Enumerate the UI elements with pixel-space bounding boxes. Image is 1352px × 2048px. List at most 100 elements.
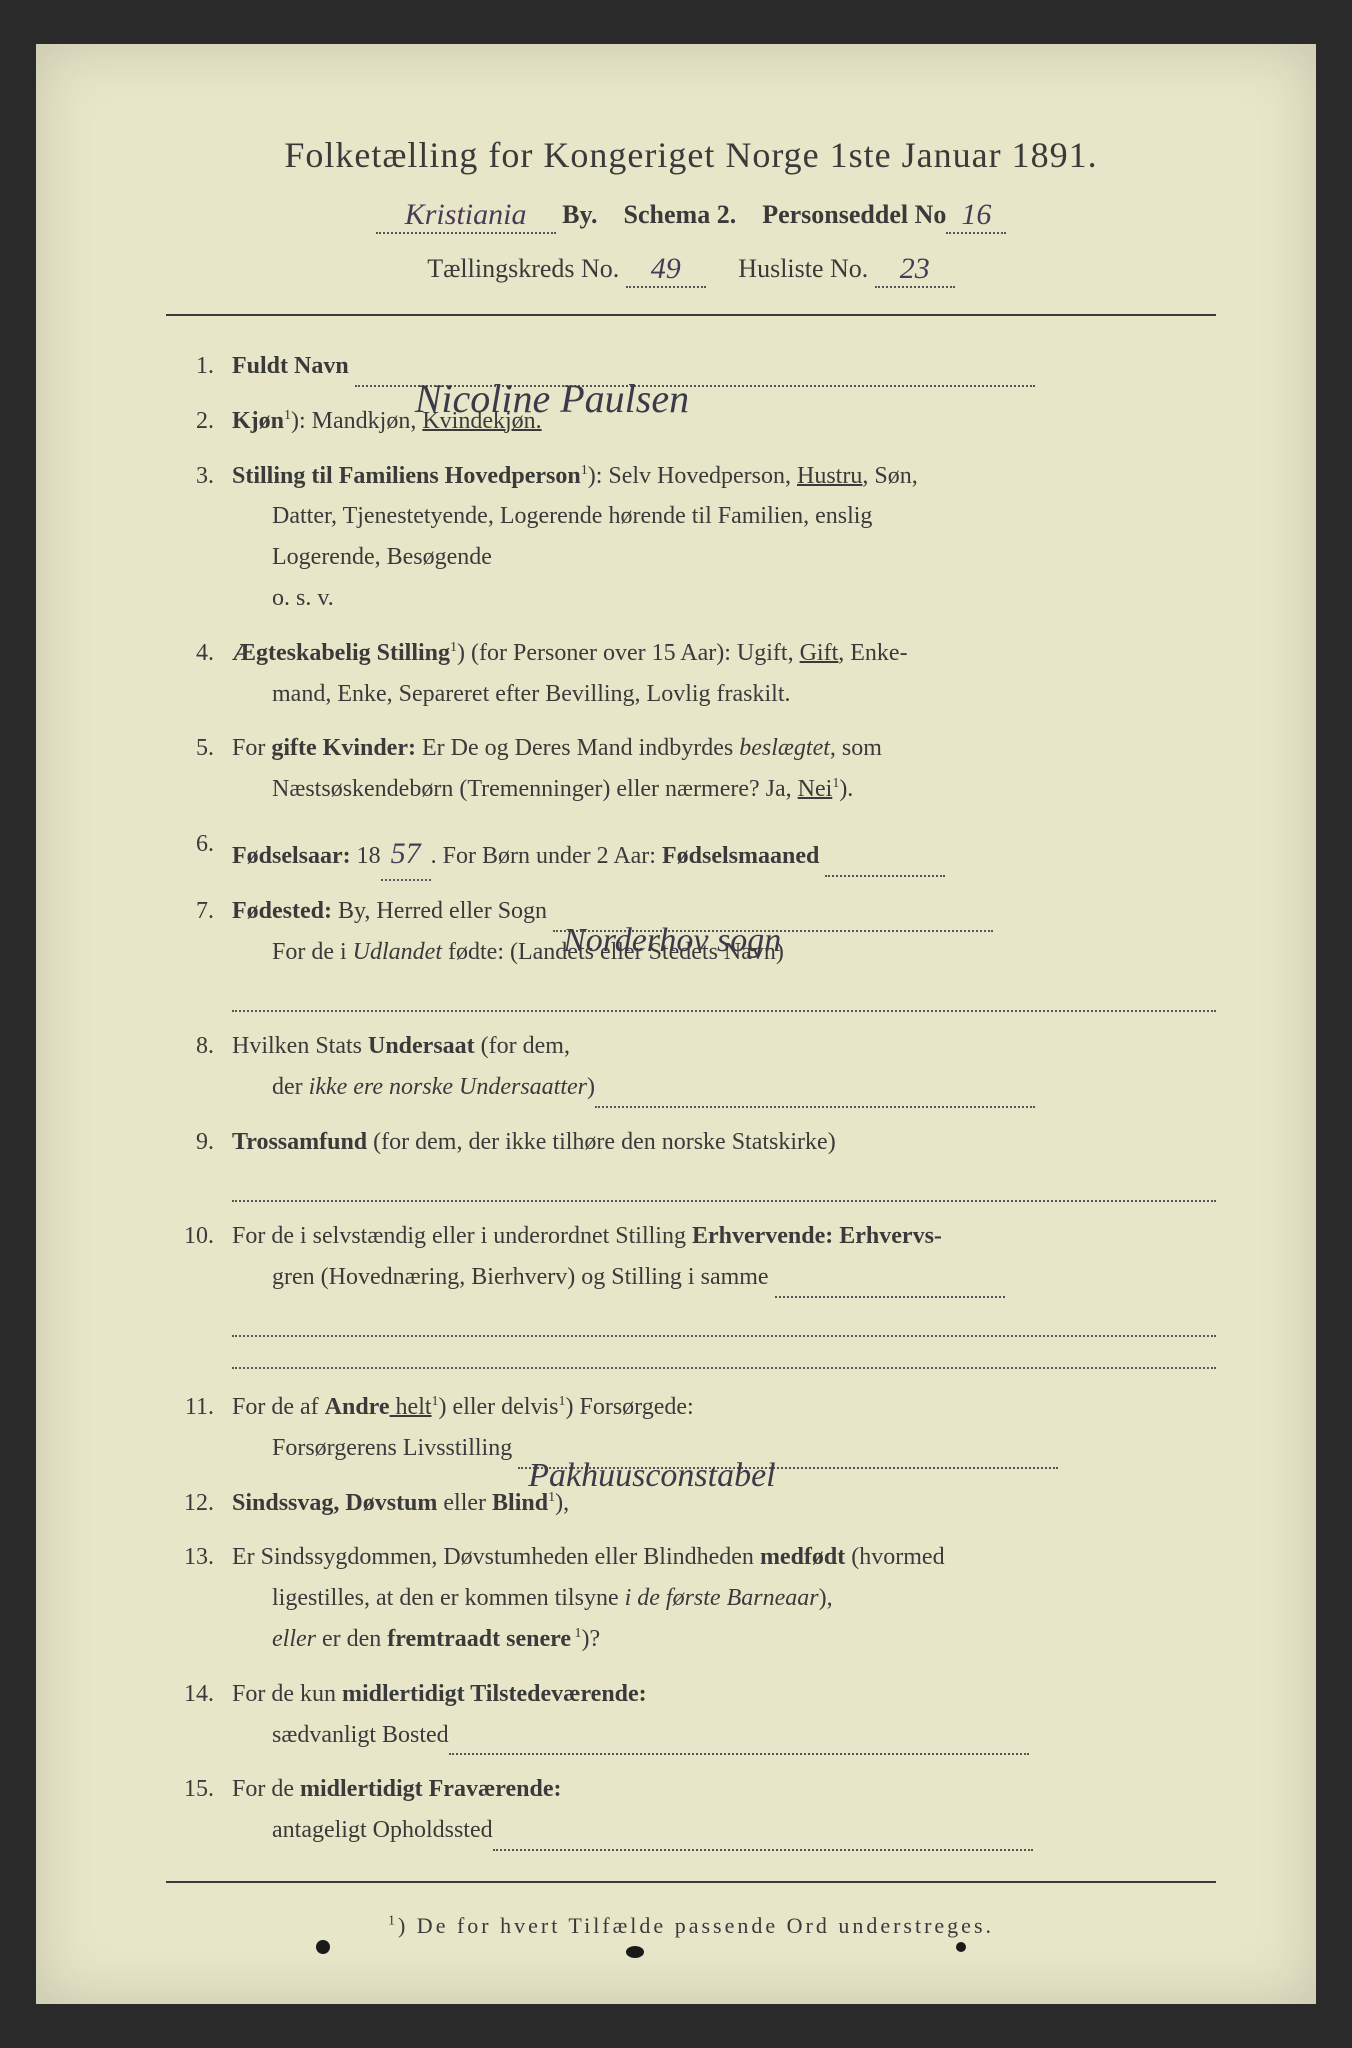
l1e: som [836,735,882,761]
fn-sup: 1 [388,1914,398,1929]
blank-line-7 [232,987,1216,1013]
taellingskreds-label: Tællingskreds No. [427,254,619,283]
l3b: er den [316,1626,387,1652]
label: Kjøn [232,408,284,434]
row-num: 13. [176,1537,232,1659]
l1b: Enke- [850,640,907,666]
ink-spot [316,1940,330,1954]
sup2: 1 [559,1394,566,1409]
divider-bottom [166,1881,1216,1883]
row-content: Fødested: By, Herred eller Sogn Norderho… [232,891,1216,973]
l1a: For de [232,1776,300,1802]
row-content: Kjøn1): Mandkjøn, Kvindekjøn. [232,401,1216,442]
schema-label: Schema 2. [624,200,737,229]
year: 57 [381,828,431,881]
l1c: Er De og Deres Mand indbyrdes [416,735,739,761]
label: Trossamfund [232,1129,367,1155]
l1b: gifte Kvinder: [271,735,416,761]
l1b: Undersaat [368,1033,475,1059]
row-3: 3. Stilling til Familiens Hovedperson1):… [176,456,1216,619]
label: Fødested: [232,898,332,924]
l1d: ) Forsørgede: [566,1394,694,1420]
l3c: fremtraadt senere [387,1626,571,1652]
sup: 1 [581,463,588,478]
sup: 1 [450,640,457,655]
sup1: 1 [432,1394,439,1409]
label: Fødselsaar: [232,843,351,869]
l3d: )? [581,1626,600,1652]
row-content: Stilling til Familiens Hovedperson1): Se… [232,456,1216,619]
row-content: Hvilken Stats Undersaat (for dem, der ik… [232,1026,1216,1108]
footnote: 1) De for hvert Tilfælde passende Ord un… [166,1913,1216,1939]
birthplace: Norderhov sogn [563,912,781,970]
l2: mand, Enke, Separeret efter Bevilling, L… [232,674,1216,715]
text: By, Herred eller Sogn [332,898,547,924]
l2: antageligt Opholdssted [272,1817,493,1843]
ink-spot [626,1946,644,1958]
city-field: Kristiania [376,198,556,234]
label: Ægteskabelig Stilling [232,640,450,666]
row-4: 4. Ægteskabelig Stilling1) (for Personer… [176,633,1216,715]
row-num: 15. [176,1769,232,1851]
row-10: 10. For de i selvstændig eller i underor… [176,1216,1216,1298]
text: (for dem, der ikke tilhøre den norske St… [367,1129,836,1155]
row-content: For de af Andre helt1) eller delvis1) Fo… [232,1387,1216,1469]
row-num: 3. [176,456,232,619]
subtitle-1: Kristiania By. Schema 2. Personseddel No… [166,194,1216,230]
l1a: ) (for Personer over 15 Aar): Ugift, [457,640,794,666]
l1a: ): Selv Hovedperson, [588,463,791,489]
by-label: By. [562,200,597,229]
personseddel-label: Personseddel No [762,200,946,229]
label: Fuldt Navn [232,353,349,379]
l1a: Hvilken Stats [232,1033,368,1059]
l1b: Søn, [874,463,917,489]
row-num: 9. [176,1122,232,1163]
l1b: midlertidigt Fraværende: [300,1776,562,1802]
l1a: For de af [232,1394,325,1420]
l1a: Er Sindssygdommen, Døvstumheden eller Bl… [232,1544,760,1570]
l2b: i de første Barneaar [625,1585,819,1611]
row-2: 2. Kjøn1): Mandkjøn, Kvindekjøn. [176,401,1216,442]
text: eller [437,1490,492,1516]
row-num: 6. [176,824,232,877]
row-num: 14. [176,1674,232,1756]
l4: o. s. v. [232,578,1216,619]
personseddel-no: 16 [946,198,1006,234]
l1b: medfødt [760,1544,845,1570]
l2a: For de i [272,939,353,965]
l2: sædvanligt Bosted [272,1722,449,1748]
husliste-label: Husliste No. [738,254,868,283]
blank-line-10a [232,1312,1216,1338]
row-content: For gifte Kvinder: Er De og Deres Mand i… [232,728,1216,810]
form-header: Folketælling for Kongeriget Norge 1ste J… [166,134,1216,284]
subtitle-2: Tællingskreds No. 49 Husliste No. 23 [166,248,1216,284]
row-num: 8. [176,1026,232,1108]
l2a: ligestilles, at den er kommen tilsyne [272,1585,625,1611]
row-content: For de i selvstændig eller i underordnet… [232,1216,1216,1298]
l1b: Erhvervende: Erhvervs- [692,1223,942,1249]
l1a: For de i selvstændig eller i underordnet… [232,1223,692,1249]
taellingskreds-no: 49 [626,252,706,288]
row-num: 5. [176,728,232,810]
row-num: 4. [176,633,232,715]
row-content: Trossamfund (for dem, der ikke tilhøre d… [232,1122,1216,1163]
ink-spot [956,1942,966,1952]
row-content: Fuldt Navn Nicoline Paulsen [232,346,1216,387]
l3a: eller [272,1626,316,1652]
row-num: 7. [176,891,232,973]
l3: Logerende, Besøgende [232,537,1216,578]
row-num: 2. [176,401,232,442]
label: Stilling til Familiens Hovedperson [232,463,581,489]
blank-line-10b [232,1343,1216,1369]
fn-text: ) De for hvert Tilfælde passende Ord und… [398,1913,994,1938]
row-content: Ægteskabelig Stilling1) (for Personer ov… [232,633,1216,715]
l1c: (for dem, [475,1033,570,1059]
l2c: ), [819,1585,833,1611]
row-11: 11. For de af Andre helt1) eller delvis1… [176,1387,1216,1469]
text: ): Mandkjøn, [291,408,416,434]
row-num: 10. [176,1216,232,1298]
l2a: Forsørgerens Livsstilling [272,1435,512,1461]
row-num: 1. [176,346,232,387]
name-value: Nicoline Paulsen [415,365,689,433]
row-6: 6. Fødselsaar: 1857. For Børn under 2 Aa… [176,824,1216,877]
